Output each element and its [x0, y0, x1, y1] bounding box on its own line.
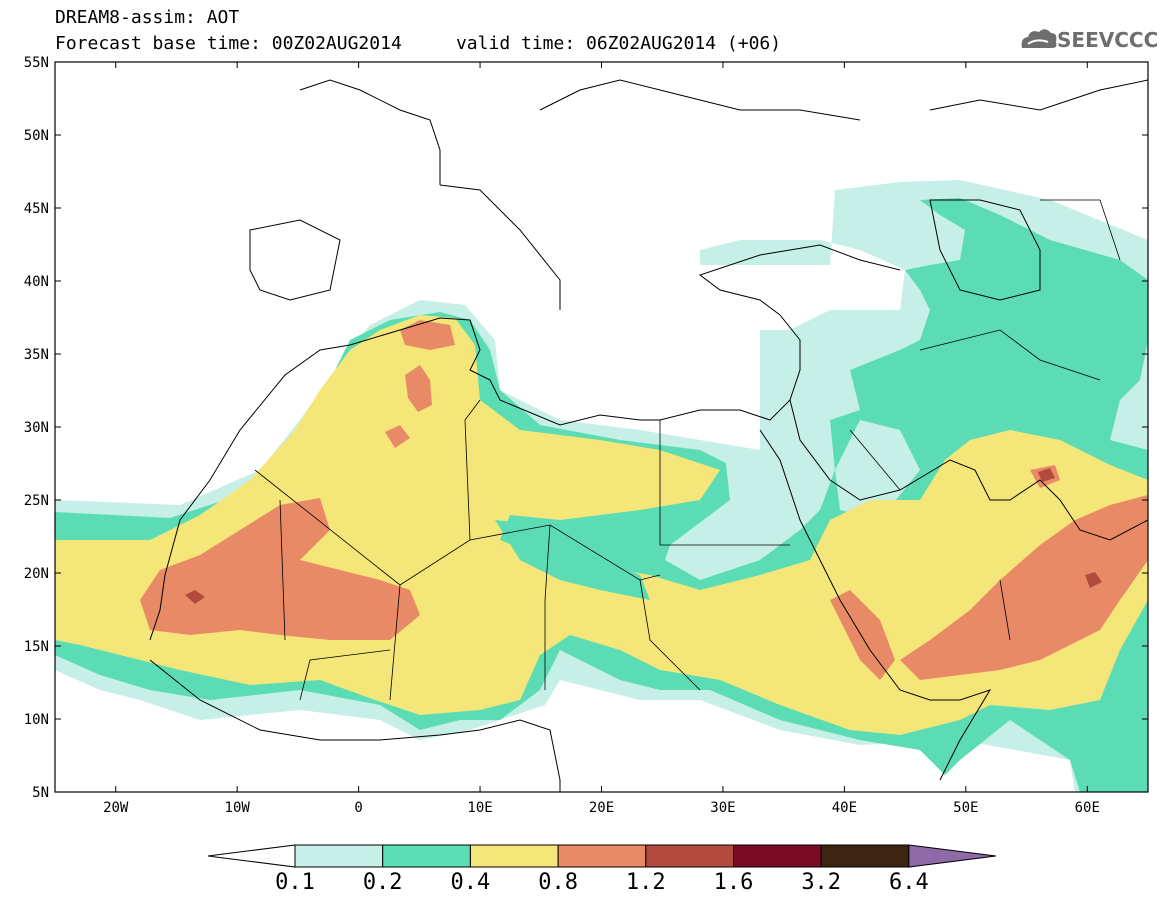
aot-band-0.8-east: [830, 495, 1148, 680]
lon-label: 10W: [225, 800, 251, 816]
colorbar-under-triangle: [207, 844, 296, 868]
lat-label: 20N: [24, 566, 49, 582]
lat-label: 35N: [24, 347, 49, 363]
country-borders: [254, 199, 1121, 701]
colorbar-label: 0.2: [362, 870, 403, 895]
colorbar-label: 0.8: [538, 870, 578, 895]
lon-label: 0: [354, 800, 362, 816]
colorbar-label: 1.6: [713, 870, 754, 895]
seevccc-cloud-logo-icon: [1021, 29, 1057, 48]
lat-label: 55N: [24, 55, 49, 71]
coastlines: [149, 79, 1148, 792]
colorbar-swatch: [294, 844, 384, 868]
colorbar-label: 3.2: [801, 870, 842, 895]
colorbar-swatch: [645, 844, 734, 868]
lon-label: 40E: [832, 800, 857, 816]
aot-patch-1.2-b: [1085, 572, 1102, 588]
aot-patch-0.8-c: [385, 425, 410, 448]
lat-label: 10N: [24, 712, 49, 728]
colorbar-over-triangle: [908, 844, 996, 868]
lat-axis: 55N 50N 45N 40N 35N 30N 25N 20N 15N 10N 5N: [24, 55, 1148, 801]
title-line: DREAM8-assim: AOT: [55, 7, 240, 28]
aot-patch-1.2-c: [1038, 468, 1055, 482]
lat-label: 40N: [24, 274, 49, 290]
colorbar-label: 6.4: [889, 870, 929, 895]
colorbar-swatch: [469, 844, 559, 868]
forecast-time-line: Forecast base time: 00Z02AUG2014 valid t…: [55, 33, 782, 54]
colorbar-label: 1.2: [625, 870, 666, 895]
aot-band-0.8-west: [140, 498, 420, 640]
aot-contour-fields: [55, 180, 1148, 792]
aot-pocket-0.2-sahel: [495, 520, 650, 600]
lon-label: 10E: [467, 800, 492, 816]
colorbar-swatch: [557, 844, 647, 868]
lon-label: 30E: [710, 800, 735, 816]
colorbar-swatch: [820, 844, 910, 868]
colorbar-swatch: [733, 844, 822, 868]
logo-text: SEEVCCC: [1057, 28, 1159, 52]
lon-label: 20W: [103, 800, 129, 816]
lon-label: 20E: [589, 800, 614, 816]
lon-label: 50E: [953, 800, 978, 816]
lat-label: 25N: [24, 493, 49, 509]
lat-label: 15N: [24, 639, 49, 655]
aot-patch-0.8-a: [400, 320, 455, 350]
lat-label: 45N: [24, 201, 49, 217]
lat-label: 30N: [24, 420, 49, 436]
aot-patch-0.8-b: [405, 365, 432, 412]
colorbar-label: 0.1: [275, 870, 315, 895]
colorbar-swatch: [382, 844, 471, 868]
colorbar: [207, 844, 996, 868]
lon-label: 60E: [1075, 800, 1100, 816]
colorbar-label: 0.4: [450, 870, 491, 895]
aot-patch-1.2-a: [185, 590, 205, 604]
lat-label: 5N: [32, 785, 49, 801]
lon-axis: 20W 10W 0 10E 20E 30E 40E 50E 60E: [103, 62, 1100, 816]
lat-label: 50N: [24, 128, 49, 144]
